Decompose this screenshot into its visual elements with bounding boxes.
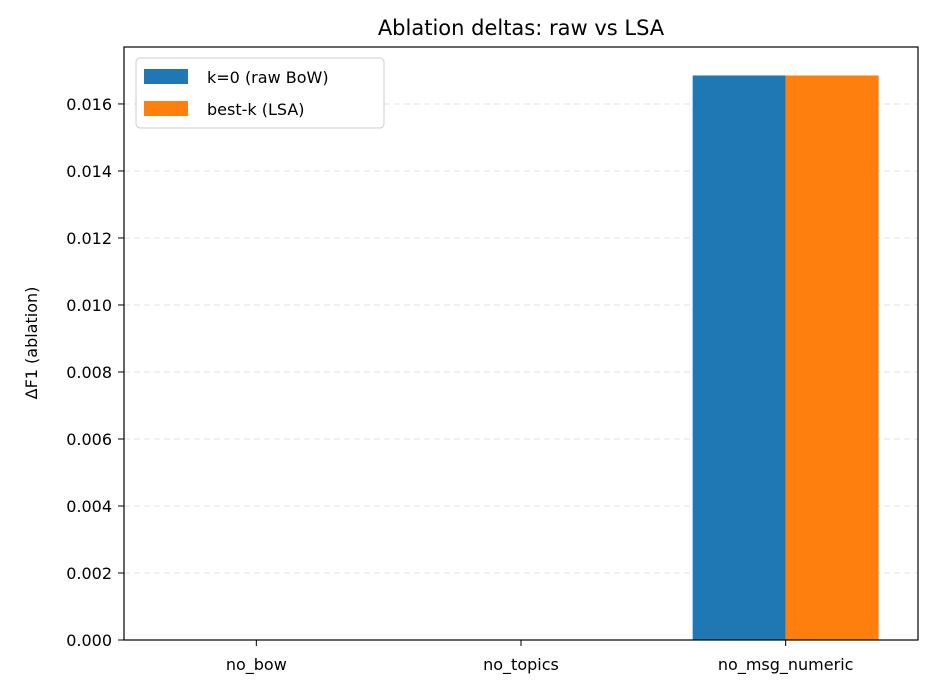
y-tick-label: 0.014 xyxy=(66,162,112,181)
x-axis: no_bow no_topics no_msg_numeric xyxy=(226,640,854,675)
y-axis-label: ΔF1 (ablation) xyxy=(22,287,41,400)
chart-title: Ablation deltas: raw vs LSA xyxy=(378,16,665,40)
y-tick-label: 0.000 xyxy=(66,631,112,650)
y-tick-label: 0.006 xyxy=(66,430,112,449)
bar-raw-no_msg_numeric xyxy=(692,75,786,640)
y-tick-label: 0.008 xyxy=(66,363,112,382)
x-tick-label: no_topics xyxy=(483,655,559,675)
y-tick-label: 0.002 xyxy=(66,564,112,583)
legend-swatch-lsa xyxy=(144,101,188,116)
legend: k=0 (raw BoW) best-k (LSA) xyxy=(135,57,385,129)
y-tick-label: 0.004 xyxy=(66,497,112,516)
legend-box xyxy=(135,57,385,129)
y-tick-label: 0.012 xyxy=(66,229,112,248)
x-tick-label: no_bow xyxy=(226,655,287,675)
bar-lsa-no_msg_numeric xyxy=(785,75,879,640)
y-axis: 0.000 0.002 0.004 0.006 0.008 0.010 0.012 0.014… xyxy=(66,95,124,650)
legend-label-lsa: best-k (LSA) xyxy=(207,100,305,119)
bars xyxy=(692,75,879,640)
y-tick-label: 0.016 xyxy=(66,95,112,114)
legend-swatch-raw xyxy=(144,69,188,84)
legend-label-raw: k=0 (raw BoW) xyxy=(207,68,329,87)
x-tick-label: no_msg_numeric xyxy=(718,655,854,675)
y-tick-label: 0.010 xyxy=(66,296,112,315)
